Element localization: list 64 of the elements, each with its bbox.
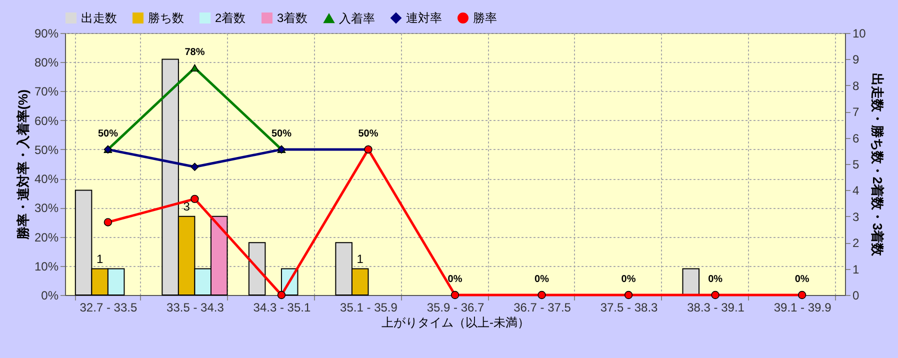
legend-label: 勝ち数 bbox=[148, 11, 184, 25]
x-tick-label: 38.3 - 39.1 bbox=[687, 300, 745, 314]
legend-label: 勝率 bbox=[473, 11, 497, 25]
legend-label: 連対率 bbox=[406, 11, 442, 25]
y2-axis-title: 出走数・勝ち数・2着数・3着数 bbox=[870, 72, 885, 258]
bar bbox=[248, 242, 266, 296]
data-label: 78% bbox=[184, 46, 205, 58]
y2-tick-label: 5 bbox=[852, 158, 860, 172]
y-tick-label: 10% bbox=[34, 259, 59, 274]
y2-tick-label: 1 bbox=[852, 262, 860, 276]
point bbox=[624, 290, 633, 300]
y2-tick-label: 3 bbox=[852, 210, 860, 224]
legend-label: 3着数 bbox=[277, 11, 308, 25]
y-tick-label: 0% bbox=[41, 288, 59, 302]
x-tick-label: 35.9 - 36.7 bbox=[426, 300, 485, 314]
point bbox=[190, 194, 199, 204]
data-label: 50% bbox=[98, 128, 118, 140]
x-tick-label: 32.7 - 33.5 bbox=[80, 300, 138, 314]
y2-tick-label: 4 bbox=[852, 184, 860, 198]
y-tick-label: 50% bbox=[34, 142, 59, 157]
legend-label: 出走数 bbox=[81, 11, 117, 25]
y-axis-title: 勝率・連対率・入着率(%) bbox=[15, 89, 30, 241]
x-tick-label: 34.3 - 35.1 bbox=[253, 300, 311, 314]
point bbox=[538, 290, 546, 300]
point bbox=[104, 218, 112, 226]
y2-tick-label: 6 bbox=[852, 131, 860, 146]
y-tick-label: 30% bbox=[34, 201, 59, 216]
x-tick-label: 37.5 - 38.3 bbox=[600, 300, 658, 314]
x-tick-label: 39.1 - 39.9 bbox=[774, 300, 832, 314]
point bbox=[190, 162, 199, 172]
data-label: 1 bbox=[96, 252, 104, 266]
point bbox=[798, 290, 806, 300]
y2-tick-label: 8 bbox=[852, 78, 860, 93]
y2-tick-label: 9 bbox=[852, 52, 860, 67]
x-axis-title: 上がりタイム（以上-未満） bbox=[382, 316, 530, 330]
data-label: 1 bbox=[356, 252, 364, 266]
y-tick-label: 20% bbox=[34, 230, 59, 244]
y-tick-label: 70% bbox=[34, 84, 59, 99]
data-label: 0% bbox=[621, 274, 636, 285]
data-label: 0% bbox=[708, 274, 723, 285]
point bbox=[190, 64, 199, 72]
y-tick-label: 60% bbox=[34, 114, 59, 128]
y2-tick-label: 10 bbox=[852, 26, 866, 40]
x-tick-label: 33.5 - 34.3 bbox=[166, 300, 224, 314]
data-label: 3 bbox=[183, 199, 190, 214]
data-label: 0% bbox=[448, 274, 462, 285]
y2-tick-label: 2 bbox=[852, 236, 860, 250]
x-tick-label: 36.7 - 37.5 bbox=[514, 300, 572, 314]
point bbox=[450, 290, 460, 300]
y-tick-label: 80% bbox=[34, 56, 59, 70]
point bbox=[277, 290, 286, 300]
data-label: 0% bbox=[794, 274, 810, 285]
x-tick-label: 35.1 - 35.9 bbox=[340, 300, 398, 314]
legend-label: 入着率 bbox=[339, 11, 375, 26]
y-tick-label: 40% bbox=[34, 172, 59, 186]
data-label: 50% bbox=[271, 128, 292, 140]
y2-tick-label: 0 bbox=[852, 288, 860, 302]
data-label: 50% bbox=[358, 128, 378, 140]
legend-label: 2着数 bbox=[215, 11, 246, 25]
data-label: 0% bbox=[534, 274, 550, 285]
point bbox=[711, 290, 720, 300]
y-tick-label: 90% bbox=[34, 26, 59, 40]
bar bbox=[682, 268, 700, 296]
y2-tick-label: 7 bbox=[852, 105, 860, 120]
